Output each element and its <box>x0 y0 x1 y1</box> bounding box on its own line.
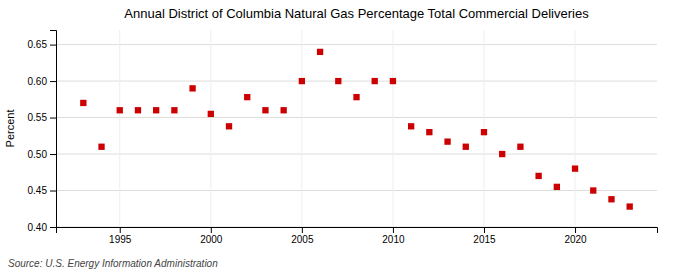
y-tick: 0.55 <box>28 112 56 123</box>
plot-area: 1995 2000 2005 2010 2015 2020 0.40 0.45 0.50 0.55… <box>28 30 658 245</box>
point <box>372 78 378 84</box>
point <box>627 203 633 209</box>
y-grid-line <box>56 81 657 82</box>
point <box>226 123 232 129</box>
point <box>390 78 396 84</box>
title: Annual District of Columbia Natural Gas … <box>124 6 589 21</box>
y-tick: 0.65 <box>28 39 56 50</box>
y-tick-mark <box>50 154 56 155</box>
point <box>590 187 596 193</box>
point <box>299 78 305 84</box>
grid <box>56 30 657 227</box>
x-tick-mark <box>120 227 121 233</box>
x-tick: 2010 <box>382 227 405 245</box>
x-grid-line <box>119 30 120 227</box>
x-tick: 2005 <box>291 227 314 245</box>
x-tick-label: 2015 <box>473 234 496 245</box>
point <box>426 129 432 135</box>
x-grid-line <box>483 30 484 227</box>
x-tick-label: 2005 <box>291 234 314 245</box>
x-grid-line <box>392 30 393 227</box>
point <box>554 184 560 190</box>
y-tick: 0.40 <box>28 222 56 233</box>
x-tick-label: 2000 <box>200 234 223 245</box>
x-tick: 2000 <box>200 227 223 245</box>
x-tick-mark <box>393 227 394 233</box>
x-tick: 2015 <box>473 227 496 245</box>
point <box>189 85 195 91</box>
x-tick-mark <box>484 227 485 233</box>
point <box>280 107 286 113</box>
y-tick-mark <box>50 227 56 228</box>
point <box>535 173 541 179</box>
point <box>572 165 578 171</box>
y-grid-line <box>56 154 657 155</box>
point <box>463 144 469 150</box>
y-grid-line <box>56 44 657 45</box>
y-axis-line <box>50 31 57 228</box>
x-grid-line <box>575 30 576 227</box>
x-grid-line <box>210 30 211 227</box>
x-axis-line <box>57 228 658 234</box>
point <box>135 107 141 113</box>
y-tick-mark <box>50 191 56 192</box>
point <box>517 144 523 150</box>
point <box>244 94 250 100</box>
point <box>608 196 614 202</box>
x-tick-label: 2020 <box>564 234 587 245</box>
y-tick: 0.50 <box>28 149 56 160</box>
point <box>317 49 323 55</box>
point <box>208 111 214 117</box>
x-tick-mark <box>211 227 212 233</box>
y-tick-label: 0.65 <box>28 39 48 50</box>
y-tick-label: 0.50 <box>28 149 48 160</box>
y-axis: 0.40 0.45 0.50 0.55 0.60 0.65 <box>28 31 57 233</box>
point <box>153 107 159 113</box>
point <box>80 100 86 106</box>
point <box>481 129 487 135</box>
point <box>335 78 341 84</box>
point <box>408 123 414 129</box>
point <box>98 144 104 150</box>
x-grid-line <box>301 30 302 227</box>
y-tick-mark <box>50 118 56 119</box>
x-tick-label: 1995 <box>109 234 132 245</box>
x-tick-label: 2010 <box>382 234 405 245</box>
y-tick-label: 0.60 <box>28 76 48 87</box>
y-grid-line <box>56 117 657 118</box>
y-tick: 0.60 <box>28 76 56 87</box>
chart: 1995 2000 2005 2010 2015 2020 0.40 0.45 0.50 0.55… <box>0 0 675 275</box>
x-tick: 1995 <box>109 227 132 245</box>
y-tick-label: 0.45 <box>28 185 48 196</box>
x-tick-mark <box>575 227 576 233</box>
y-tick-mark <box>50 81 56 82</box>
y-grid-line <box>56 190 657 191</box>
point <box>171 107 177 113</box>
x-tick-mark <box>302 227 303 233</box>
y-tick-label: 0.55 <box>28 112 48 123</box>
y-tick-label: 0.40 <box>28 222 48 233</box>
point <box>499 151 505 157</box>
point <box>117 107 123 113</box>
point <box>444 138 450 144</box>
points <box>80 49 633 210</box>
source-note: Source: U.S. Energy Information Administ… <box>8 258 218 269</box>
x-tick: 2020 <box>564 227 587 245</box>
x-axis: 1995 2000 2005 2010 2015 2020 <box>57 227 658 245</box>
y-tick: 0.45 <box>28 185 56 196</box>
y-tick-mark <box>50 45 56 46</box>
point <box>262 107 268 113</box>
y-axis-title: Percent <box>4 110 16 148</box>
point <box>353 94 359 100</box>
